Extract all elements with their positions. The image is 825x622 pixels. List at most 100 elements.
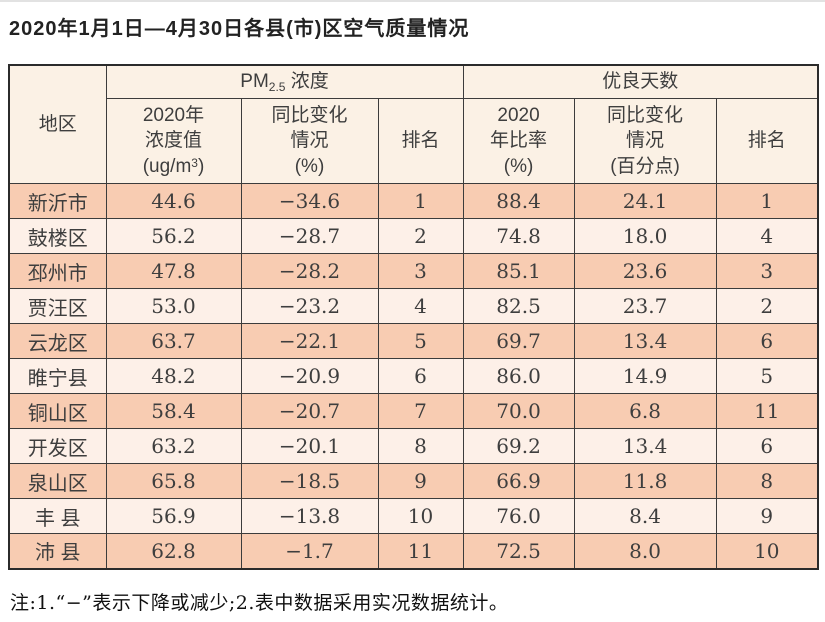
region-cell: 泉山区 [8,463,107,499]
region-cell: 沛 县 [8,533,107,569]
ratio-rank-cell: 5 [715,358,819,394]
ratio-change-cell: 24.1 [573,183,717,219]
pm25-subscript: 2.5 [268,79,286,94]
air-quality-table: 地区 PM2.5 浓度 优良天数 2020年 浓度值 (ug/m3) 同比变化 … [8,64,820,570]
pm-rank-cell: 10 [377,498,464,534]
pm-value-cell: 44.6 [105,183,242,219]
ratio-change-cell: 23.7 [573,288,717,324]
pm-value-cell: 62.8 [105,533,242,569]
ratio-change-cell: 14.9 [573,358,717,394]
ratio-change-cell: 8.0 [573,533,717,569]
ratio-cell: 69.2 [462,428,575,464]
pm-value-cell: 48.2 [105,358,242,394]
ratio-rank-cell: 3 [715,253,819,289]
header-ratio-change: 同比变化 情况 (百分点) [573,98,717,184]
header-region: 地区 [8,64,107,184]
ratio-change-cell: 8.4 [573,498,717,534]
ratio-rank-cell: 9 [715,498,819,534]
table-row: 新沂市 44.6 −34.6 1 88.4 24.1 1 [8,183,819,219]
ratio-cell: 86.0 [462,358,575,394]
header-ratio-rank: 排名 [715,98,819,184]
pm-value-cell: 63.7 [105,323,242,359]
table-row: 鼓楼区 56.2 −28.7 2 74.8 18.0 4 [8,218,819,254]
header-pm-rank: 排名 [377,98,464,184]
pm-change-cell: −18.5 [240,463,379,499]
header-pm-value: 2020年 浓度值 (ug/m3) [105,98,242,184]
ratio-cell: 66.9 [462,463,575,499]
region-cell: 云龙区 [8,323,107,359]
region-cell: 贾汪区 [8,288,107,324]
ratio-cell: 69.7 [462,323,575,359]
header-sub-row: 2020年 浓度值 (ug/m3) 同比变化 情况 (%) 排名 2020 年比… [9,98,819,184]
ratio-cell: 74.8 [462,218,575,254]
table-header: 地区 PM2.5 浓度 优良天数 2020年 浓度值 (ug/m3) 同比变化 … [8,64,819,184]
ratio-rank-cell: 6 [715,428,819,464]
ratio-cell: 70.0 [462,393,575,429]
pm-change-cell: −28.7 [240,218,379,254]
pm-change-cell: −1.7 [240,533,379,569]
pm-rank-cell: 8 [377,428,464,464]
region-cell: 丰 县 [8,498,107,534]
ratio-rank-cell: 4 [715,218,819,254]
pm-change-cell: −28.2 [240,253,379,289]
footnote: 注:1.“−”表示下降或减少;2.表中数据采用实况数据统计。 [10,592,509,614]
table-row: 铜山区 58.4 −20.7 7 70.0 6.8 11 [8,393,819,429]
pm-change-cell: −13.8 [240,498,379,534]
pm-rank-cell: 3 [377,253,464,289]
header-pm25-group: PM2.5 浓度 [105,64,464,99]
ratio-change-cell: 11.8 [573,463,717,499]
pm-value-cell: 58.4 [105,393,242,429]
pm-change-cell: −34.6 [240,183,379,219]
ratio-rank-cell: 10 [715,533,819,569]
table-body: 新沂市 44.6 −34.6 1 88.4 24.1 1 鼓楼区 56.2 −2… [8,183,819,569]
table-row: 睢宁县 48.2 −20.9 6 86.0 14.9 5 [8,358,819,394]
table-row: 沛 县 62.8 −1.7 11 72.5 8.0 10 [8,533,819,569]
pm-value-cell: 63.2 [105,428,242,464]
pm-rank-cell: 4 [377,288,464,324]
header-pm-change: 同比变化 情况 (%) [240,98,379,184]
pm-rank-cell: 1 [377,183,464,219]
table-row: 邳州市 47.8 −28.2 3 85.1 23.6 3 [8,253,819,289]
ratio-cell: 88.4 [462,183,575,219]
pm-rank-cell: 11 [377,533,464,569]
ratio-change-cell: 6.8 [573,393,717,429]
table-row: 泉山区 65.8 −18.5 9 66.9 11.8 8 [8,463,819,499]
ratio-cell: 76.0 [462,498,575,534]
ratio-change-cell: 13.4 [573,428,717,464]
pm-rank-cell: 2 [377,218,464,254]
pm-change-cell: −20.9 [240,358,379,394]
pm-change-cell: −23.2 [240,288,379,324]
pm-rank-cell: 6 [377,358,464,394]
pm-rank-cell: 9 [377,463,464,499]
table-row: 丰 县 56.9 −13.8 10 76.0 8.4 9 [8,498,819,534]
pm-change-cell: −20.7 [240,393,379,429]
region-cell: 开发区 [8,428,107,464]
header-ratio: 2020 年比率 (%) [462,98,575,184]
ratio-rank-cell: 8 [715,463,819,499]
pm-change-cell: −20.1 [240,428,379,464]
ratio-change-cell: 23.6 [573,253,717,289]
ratio-rank-cell: 1 [715,183,819,219]
table-row: 云龙区 63.7 −22.1 5 69.7 13.4 6 [8,323,819,359]
pm-value-cell: 53.0 [105,288,242,324]
pm-value-cell: 56.2 [105,218,242,254]
pm-rank-cell: 5 [377,323,464,359]
pm-rank-cell: 7 [377,393,464,429]
ratio-rank-cell: 2 [715,288,819,324]
ratio-rank-cell: 11 [715,393,819,429]
pm-value-cell: 65.8 [105,463,242,499]
cubic-superscript: 3 [191,155,198,170]
ratio-change-cell: 13.4 [573,323,717,359]
region-cell: 睢宁县 [8,358,107,394]
header-good-days-group: 优良天数 [462,64,819,99]
pm-value-cell: 56.9 [105,498,242,534]
ratio-cell: 72.5 [462,533,575,569]
region-cell: 鼓楼区 [8,218,107,254]
table-row: 开发区 63.2 −20.1 8 69.2 13.4 6 [8,428,819,464]
region-cell: 铜山区 [8,393,107,429]
pm-change-cell: −22.1 [240,323,379,359]
ratio-rank-cell: 6 [715,323,819,359]
ratio-change-cell: 18.0 [573,218,717,254]
ratio-cell: 85.1 [462,253,575,289]
